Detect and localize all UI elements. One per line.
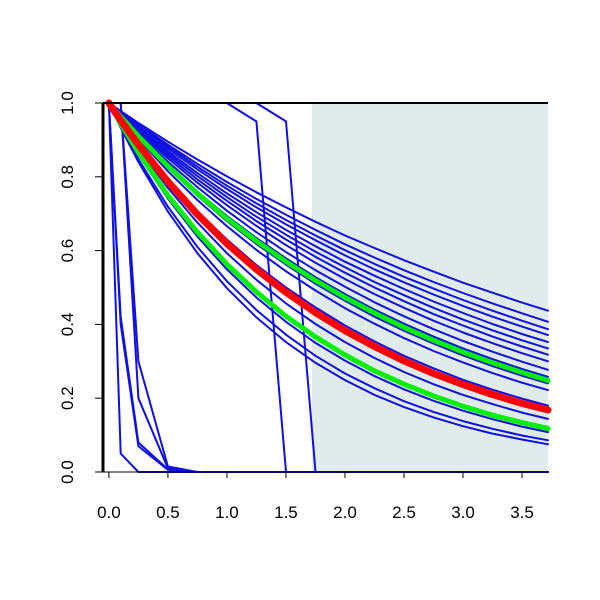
individual-curve-7 [107, 102, 549, 363]
x-tick-label: 3.5 [510, 503, 534, 522]
individual-curve-15 [107, 102, 549, 442]
y-axis: 0.0 0.2 0.4 0.6 0.8 1.0 [58, 91, 103, 484]
individual-curve-5 [107, 102, 549, 350]
individual-curve-3 [107, 102, 549, 337]
x-axis: 0.0 0.5 1.0 1.5 2.0 2.5 3.0 3.5 [97, 472, 534, 522]
individual-curve-6 [107, 102, 549, 356]
y-tick-label: 0.8 [58, 165, 77, 189]
x-tick-label: 0.5 [156, 503, 180, 522]
y-tick-label: 0.2 [58, 386, 77, 410]
x-tick-label: 2.0 [333, 503, 357, 522]
x-tick-label: 3.0 [451, 503, 475, 522]
x-tick-label: 0.0 [97, 503, 121, 522]
individual-curve-8 [107, 102, 549, 371]
x-tick-label: 1.5 [274, 503, 298, 522]
plot-frame [101, 102, 548, 473]
mean-curve-26 [105, 99, 552, 414]
x-tick-label: 2.5 [392, 503, 416, 522]
band-curve-25 [106, 100, 551, 431]
individual-curve-11 [107, 102, 549, 392]
y-tick-label: 1.0 [58, 91, 77, 115]
individual-curve-1 [107, 102, 549, 323]
individual-curve-0 [107, 102, 549, 312]
y-tick-label: 0.4 [58, 313, 77, 337]
individual-curve-4 [107, 102, 549, 344]
individual-curve-16 [107, 102, 549, 446]
x-tick-label: 1.0 [215, 503, 239, 522]
individual-curve-2 [107, 102, 549, 331]
band-curve-24 [106, 100, 551, 383]
y-tick-label: 0.0 [58, 460, 77, 484]
y-tick-label: 0.6 [58, 239, 77, 263]
